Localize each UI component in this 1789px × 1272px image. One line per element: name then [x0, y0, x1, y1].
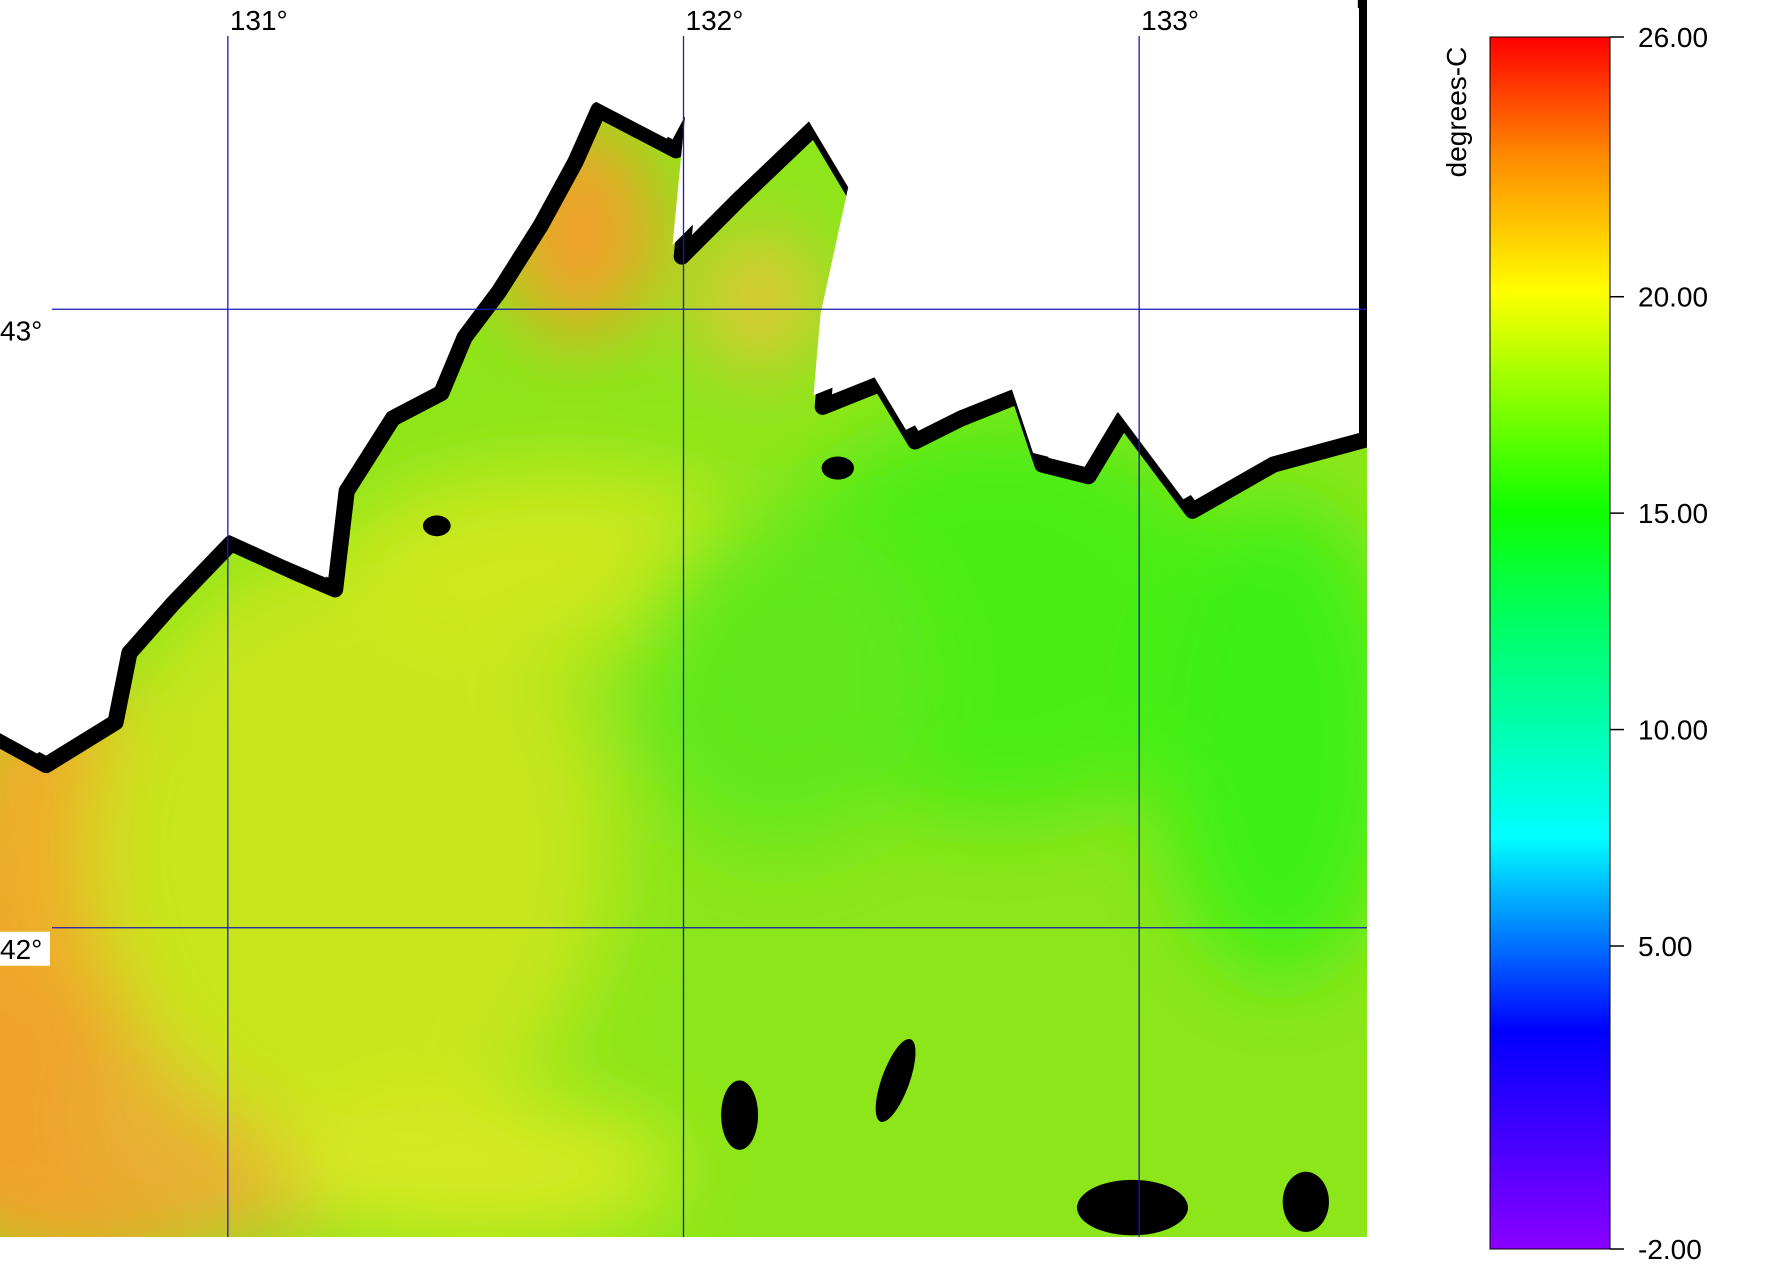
colorbar	[1489, 36, 1611, 1250]
colorbar-tick-label: 10.00	[1638, 715, 1708, 746]
latitude-label-bg	[0, 313, 50, 348]
colorbar-label: degrees-C	[1441, 47, 1472, 178]
latitude-label-bg	[0, 931, 50, 966]
colorbar-tick-label: -2.00	[1638, 1234, 1702, 1265]
longitude-label: 131°	[230, 5, 288, 36]
colorbar-tick-label: 20.00	[1638, 282, 1708, 313]
colorbar-tick-label: 15.00	[1638, 498, 1708, 529]
latitude-label: 42°	[0, 934, 42, 965]
colorbar-tick-label: 5.00	[1638, 931, 1693, 962]
latitude-label: 43°	[0, 315, 42, 346]
sst-field	[0, 0, 1367, 1237]
longitude-label: 133°	[1141, 5, 1199, 36]
land	[0, 0, 1367, 1236]
longitude-label: 132°	[686, 5, 744, 36]
colorbar-tick-label: 26.00	[1638, 22, 1708, 53]
